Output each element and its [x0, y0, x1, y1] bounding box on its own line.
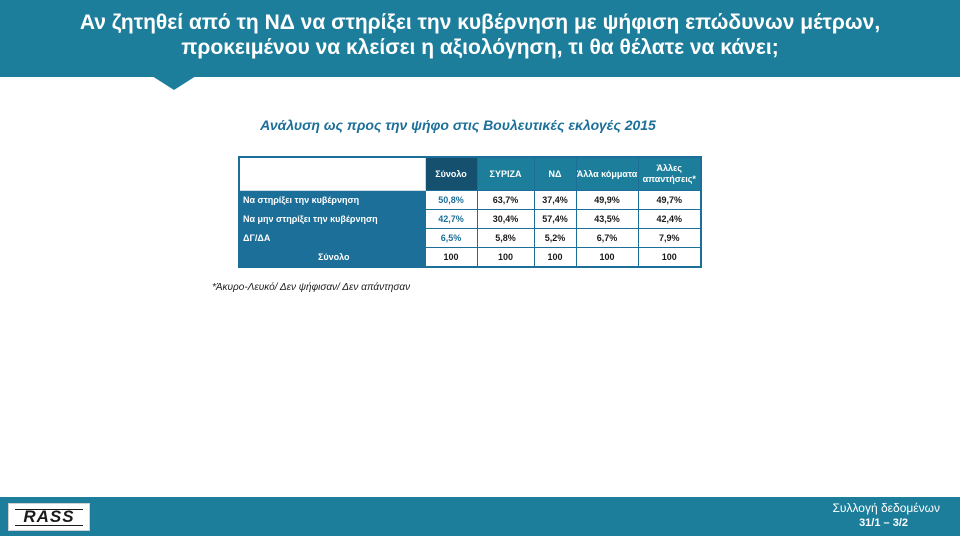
row-label: Να μην στηρίξει την κυβέρνηση	[238, 209, 426, 229]
table-cell: 100	[637, 247, 702, 268]
table-cell: 30,4%	[476, 209, 535, 229]
table-corner-cell	[238, 156, 426, 191]
table-header-row: Σύνολο ΣΥΡΙΖΑ ΝΔ Άλλα κόμματα Άλλες απαν…	[238, 156, 702, 191]
table-cell: 6,7%	[575, 228, 639, 248]
table-cell: 42,4%	[637, 209, 702, 229]
logo-stripe	[15, 509, 83, 510]
row-label-total: Σύνολο	[238, 247, 426, 268]
table-cell: 43,5%	[575, 209, 639, 229]
data-collection-label: Συλλογή δεδομένων	[832, 501, 941, 515]
table-total-row: Σύνολο 100 100 100 100 100	[238, 247, 702, 268]
table-cell: 6,5%	[424, 228, 478, 248]
table-cell: 50,8%	[424, 190, 478, 210]
table-row: Να μην στηρίξει την κυβέρνηση 42,7% 30,4…	[238, 209, 702, 229]
col-header-nd: ΝΔ	[533, 156, 577, 191]
table-cell: 100	[575, 247, 639, 268]
table-cell: 49,7%	[637, 190, 702, 210]
analysis-subtitle: Ανάλυση ως προς την ψήφο στις Βουλευτικέ…	[260, 117, 656, 133]
page-title: Αν ζητηθεί από τη ΝΔ να στηρίξει την κυβ…	[0, 10, 960, 60]
row-label: Να στηρίξει την κυβέρνηση	[238, 190, 426, 210]
page-title-line-1: Αν ζητηθεί από τη ΝΔ να στηρίξει την κυβ…	[79, 11, 881, 34]
logo-stripe	[15, 525, 83, 526]
table-cell: 57,4%	[533, 209, 577, 229]
footer-bar	[0, 497, 960, 536]
footnote: *Άκυρο-Λευκό/ Δεν ψήφισαν/ Δεν απάντησαν	[212, 282, 411, 293]
table-cell: 5,8%	[476, 228, 535, 248]
table-cell: 100	[476, 247, 535, 268]
table-row: Να στηρίξει την κυβέρνηση 50,8% 63,7% 37…	[238, 190, 702, 210]
table-row: ΔΓ/ΔΑ 6,5% 5,8% 5,2% 6,7% 7,9%	[238, 228, 702, 248]
table-cell: 100	[533, 247, 577, 268]
logo-text: RASS	[23, 507, 75, 526]
header-pointer	[152, 76, 196, 90]
results-table: Σύνολο ΣΥΡΙΖΑ ΝΔ Άλλα κόμματα Άλλες απαν…	[238, 156, 702, 268]
col-header-other-parties: Άλλα κόμματα	[575, 156, 639, 191]
header-bar	[0, 0, 960, 77]
table-cell: 63,7%	[476, 190, 535, 210]
table-cell: 5,2%	[533, 228, 577, 248]
table-cell: 100	[424, 247, 478, 268]
rass-logo: RASS	[8, 503, 90, 531]
row-label: ΔΓ/ΔΑ	[238, 228, 426, 248]
col-header-other-answers: Άλλες απαντήσεις*	[637, 156, 702, 191]
table-cell: 42,7%	[424, 209, 478, 229]
table-cell: 49,9%	[575, 190, 639, 210]
data-collection-dates: 31/1 – 3/2	[859, 517, 908, 529]
page-title-line-2: προκειμένου να κλείσει η αξιολόγηση, τι …	[181, 36, 779, 59]
col-header-syriza: ΣΥΡΙΖΑ	[476, 156, 535, 191]
table-cell: 37,4%	[533, 190, 577, 210]
table-cell: 7,9%	[637, 228, 702, 248]
col-header-total: Σύνολο	[424, 156, 478, 191]
